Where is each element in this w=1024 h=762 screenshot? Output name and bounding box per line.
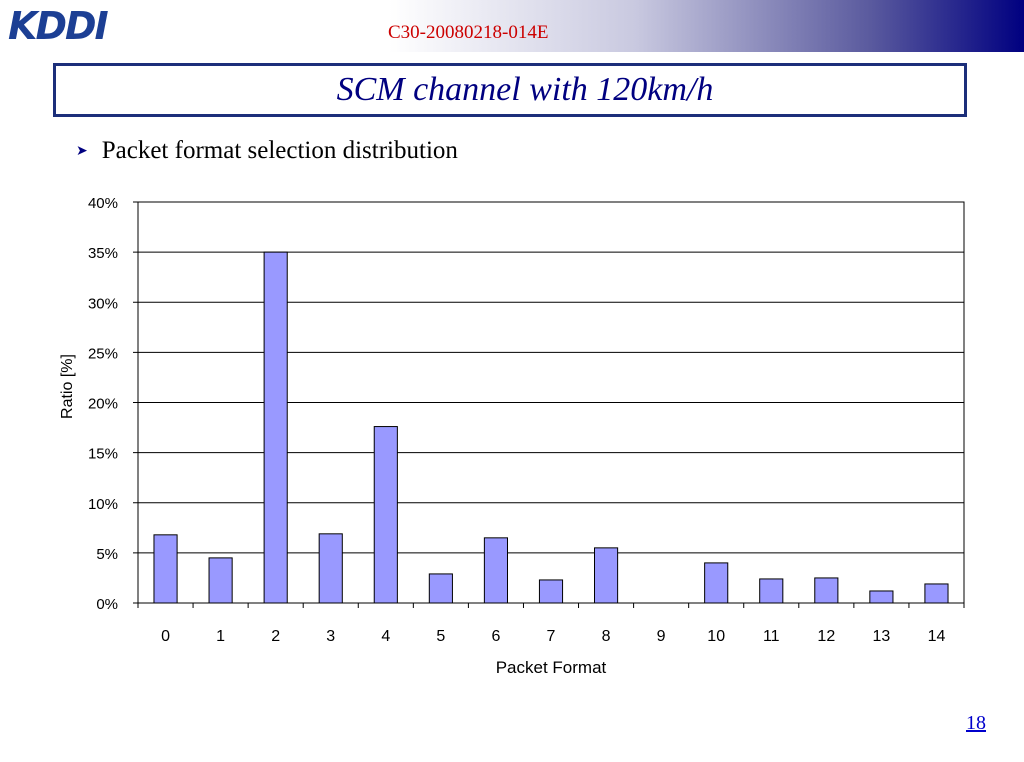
x-tick-label: 1 — [216, 628, 225, 645]
x-tick-label: 2 — [271, 628, 280, 645]
x-tick-label: 8 — [602, 628, 611, 645]
bar-4 — [373, 426, 398, 604]
y-tick-label: 10% — [88, 496, 118, 513]
slide-title-box: SCM channel with 120km/h — [53, 63, 967, 117]
bar-13 — [869, 590, 894, 604]
page-number[interactable]: 18 — [966, 712, 986, 734]
x-tick-label: 14 — [928, 628, 946, 645]
bar-11 — [759, 578, 784, 604]
y-tick-label: 30% — [88, 295, 118, 312]
x-tick-label: 0 — [161, 628, 170, 645]
x-tick-label: 11 — [763, 628, 780, 645]
slide-title: SCM channel with 120km/h — [336, 71, 714, 108]
bar-3 — [318, 533, 343, 604]
document-id: C30-20080218-014E — [388, 22, 549, 43]
bar-1 — [208, 557, 233, 604]
bullet-arrow-icon: ➤ — [76, 143, 88, 159]
bar-layer — [153, 251, 949, 604]
x-tick-label: 6 — [491, 628, 500, 645]
bar-12 — [814, 577, 839, 604]
label-layer: 0%5%10%15%20%25%30%35%40%0 1 2 3 4 5 6 7 8 9 10 11 1… — [59, 195, 945, 677]
kddi-logo: KDDI — [8, 4, 109, 48]
bar-5 — [428, 573, 453, 604]
x-tick-label: 10 — [707, 628, 725, 645]
bar-chart: 0%5%10%15%20%25%30%35%40%0 1 2 3 4 5 6 7 8 9 10 11 1… — [59, 195, 965, 677]
grid-layer — [137, 201, 965, 604]
bar-7 — [538, 579, 564, 604]
axis-layer — [133, 201, 965, 608]
bar-10 — [704, 562, 729, 604]
bullet-text: Packet format selection distribution — [101, 137, 458, 164]
y-tick-label: 35% — [88, 245, 118, 262]
bar-6 — [483, 537, 508, 604]
x-tick-label: 5 — [436, 628, 445, 645]
y-tick-label: 25% — [88, 345, 118, 362]
bar-0 — [153, 534, 178, 604]
x-tick-label: 4 — [381, 628, 390, 645]
x-tick-label: 12 — [817, 628, 835, 645]
bar-14 — [924, 583, 949, 604]
header-band: KDDI C30-20080218-014E — [0, 0, 1024, 52]
bar-8 — [594, 547, 619, 604]
y-tick-label: 20% — [88, 396, 118, 413]
bar-2 — [263, 251, 288, 604]
y-tick-label: 15% — [88, 446, 118, 463]
x-tick-label: 3 — [326, 628, 335, 645]
x-tick-label: 7 — [547, 628, 556, 645]
x-tick-label: 13 — [873, 628, 891, 645]
y-axis-label: Ratio [%] — [59, 354, 76, 419]
y-tick-label: 40% — [88, 195, 118, 212]
bullet-item: ➤ Packet format selection distribution — [76, 137, 458, 165]
y-tick-label: 5% — [96, 546, 118, 563]
y-tick-label: 0% — [96, 596, 118, 613]
x-tick-label: 9 — [657, 628, 666, 645]
x-axis-label: Packet Format — [496, 658, 607, 677]
